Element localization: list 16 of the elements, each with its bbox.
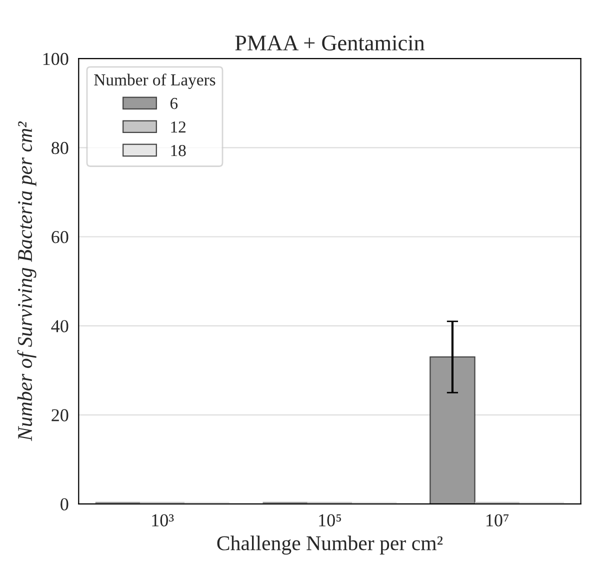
y-tick-label: 100 xyxy=(43,52,68,66)
x-tick-label: 10⁷ xyxy=(486,514,509,526)
y-tick-label: 40 xyxy=(51,320,68,332)
y-axis-title: Number of Surviving Bacteria per cm² xyxy=(17,121,36,442)
x-tick-label: 10³ xyxy=(152,514,174,526)
legend-title: Number of Layers xyxy=(94,74,216,89)
y-tick-label: 80 xyxy=(52,142,68,154)
y-tick-label: 60 xyxy=(52,231,68,244)
legend-label: 18 xyxy=(171,144,186,156)
y-tick-label: 0 xyxy=(60,498,68,510)
x-tick-label: 10⁵ xyxy=(319,514,342,526)
x-axis-title: Challenge Number per cm² xyxy=(217,536,443,555)
legend-label: 12 xyxy=(171,121,186,132)
legend-label: 6 xyxy=(170,98,178,110)
chart-title: PMAA + Gentamicin xyxy=(235,36,425,50)
y-tick-label: 20 xyxy=(52,409,68,422)
